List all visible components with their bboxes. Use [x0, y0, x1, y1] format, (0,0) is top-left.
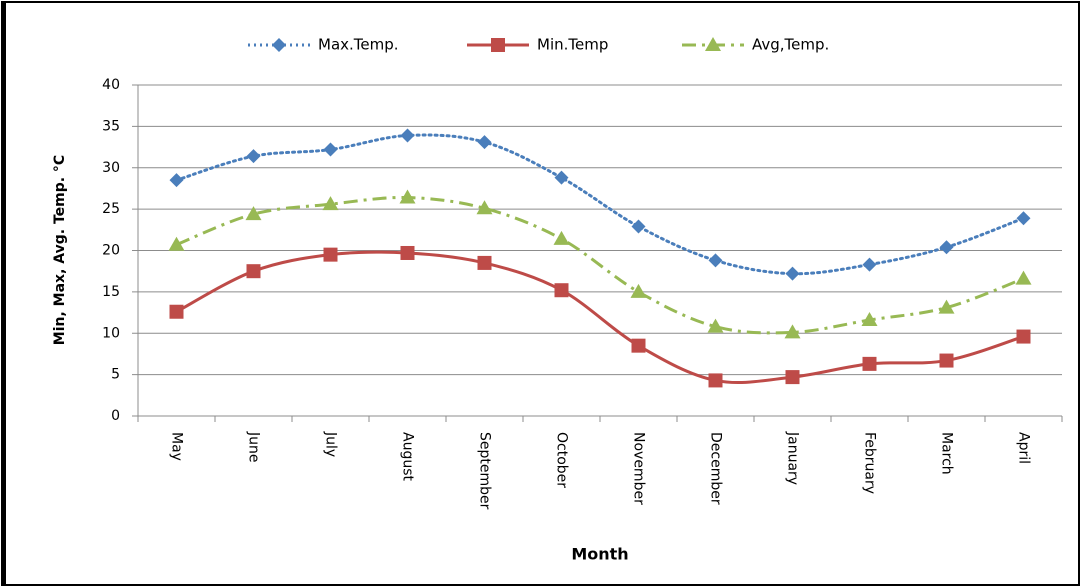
marker	[246, 264, 261, 279]
marker	[400, 245, 415, 260]
x-tick-label: June	[246, 431, 262, 463]
marker	[938, 299, 955, 314]
x-tick-label: March	[939, 432, 955, 475]
marker	[862, 257, 877, 272]
marker	[245, 206, 262, 221]
marker	[630, 283, 647, 298]
marker	[491, 38, 505, 52]
marker	[322, 196, 339, 211]
marker	[705, 37, 721, 51]
marker	[272, 38, 286, 52]
marker	[784, 324, 801, 339]
marker	[785, 370, 800, 385]
marker	[169, 173, 184, 188]
x-tick-label: May	[169, 432, 185, 461]
marker	[631, 219, 646, 234]
marker	[862, 356, 877, 371]
marker	[477, 135, 492, 150]
y-tick-label: 5	[111, 367, 120, 383]
y-tick-label: 30	[102, 160, 120, 176]
x-tick-label: February	[862, 432, 878, 494]
legend-label: Avg,Temp.	[752, 36, 829, 54]
x-tick-label: July	[323, 431, 339, 457]
y-tick-label: 10	[102, 325, 120, 341]
marker	[708, 373, 723, 388]
marker	[707, 318, 724, 333]
marker	[323, 247, 338, 262]
legend-label: Max.Temp.	[318, 36, 399, 54]
series-line	[175, 133, 1025, 276]
y-tick-label: 20	[102, 243, 120, 259]
marker	[399, 189, 416, 204]
x-tick-label: April	[1016, 432, 1032, 464]
marker	[1015, 270, 1032, 285]
marker	[400, 128, 415, 143]
y-axis-label: Min, Max, Avg. Temp. °C	[52, 155, 68, 345]
marker	[476, 200, 493, 215]
marker	[861, 312, 878, 327]
marker	[708, 253, 723, 268]
legend-label: Min.Temp	[537, 36, 608, 54]
marker	[554, 283, 569, 298]
x-tick-label: December	[708, 432, 724, 505]
x-tick-label: September	[477, 432, 493, 510]
x-axis-label: Month	[571, 545, 628, 564]
y-tick-label: 40	[102, 77, 120, 93]
marker	[1016, 329, 1031, 344]
marker	[939, 240, 954, 255]
marker	[939, 353, 954, 368]
marker	[553, 230, 570, 245]
marker	[169, 304, 184, 319]
marker	[554, 170, 569, 185]
y-tick-label: 15	[102, 284, 120, 300]
marker	[785, 266, 800, 281]
marker	[323, 142, 338, 157]
marker	[477, 255, 492, 270]
x-tick-label: January	[785, 431, 801, 485]
y-tick-label: 0	[111, 408, 120, 424]
marker	[1016, 211, 1031, 226]
marker	[246, 149, 261, 164]
marker	[631, 338, 646, 353]
x-tick-label: October	[554, 432, 570, 488]
y-tick-label: 35	[102, 118, 120, 134]
series-line	[175, 195, 1025, 335]
marker	[168, 236, 185, 251]
x-tick-label: November	[631, 432, 647, 505]
x-tick-label: August	[400, 432, 416, 482]
y-tick-label: 25	[102, 201, 120, 217]
